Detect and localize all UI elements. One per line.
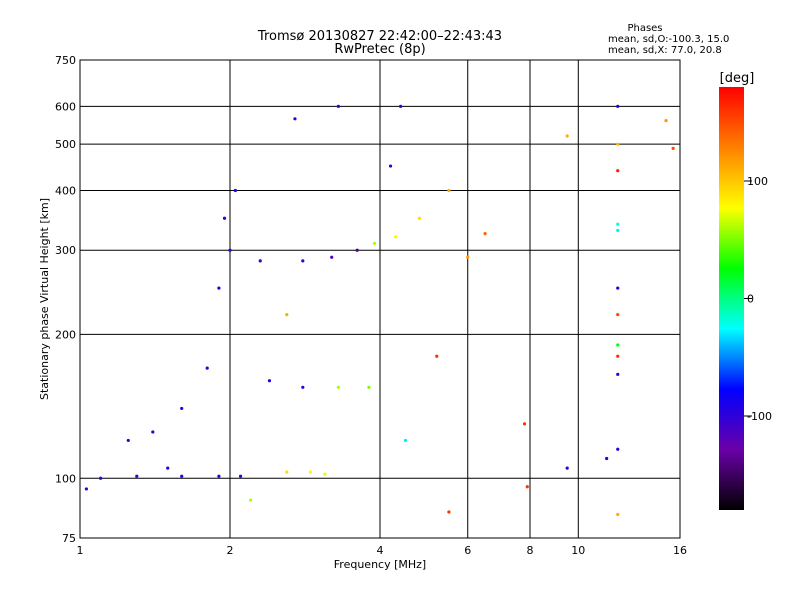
data-point (616, 447, 620, 451)
data-point (522, 422, 527, 426)
data-point (151, 430, 155, 434)
colorbar-ticks: 100 0 -100 (744, 175, 772, 423)
data-point (447, 188, 451, 193)
data-point (525, 485, 529, 489)
chart-subtitle: RwPretec (8p) (334, 42, 425, 57)
colorbar (719, 87, 744, 510)
data-point (301, 259, 305, 263)
x-tick-label: 8 (527, 544, 534, 557)
data-point (417, 216, 422, 220)
data-point (355, 248, 359, 252)
y-tick-label: 200 (55, 328, 76, 341)
chart-title: Tromsø 20130827 22:42:00–22:43:43 (257, 29, 502, 44)
data-point (616, 354, 620, 358)
data-point (336, 104, 340, 108)
data-point (447, 510, 451, 514)
data-point (616, 512, 620, 517)
data-point (180, 474, 184, 478)
data-point (403, 438, 408, 443)
data-point (217, 474, 221, 478)
colorbar-unit: [deg] (720, 71, 755, 86)
data-point (399, 104, 403, 108)
x-tick-label: 2 (227, 544, 234, 557)
data-point (336, 385, 340, 389)
x-tick-label: 1 (77, 544, 84, 557)
data-point (285, 313, 289, 317)
data-point (228, 248, 232, 252)
y-tick-label: 500 (55, 138, 76, 151)
data-point (671, 146, 675, 150)
x-tick-label: 4 (377, 544, 384, 557)
grid (80, 60, 680, 538)
colorbar-tick-label: 0 (747, 293, 754, 306)
phases-x-line: mean, sd,X: 77.0, 20.8 (608, 45, 722, 56)
data-point (616, 228, 620, 233)
x-tick-label: 6 (464, 544, 471, 557)
data-point (126, 438, 130, 443)
data-point (616, 313, 620, 317)
data-point (388, 164, 393, 168)
data-point (616, 222, 620, 226)
y-tick-label: 75 (62, 532, 76, 545)
data-point (394, 235, 398, 239)
colorbar-tick-label: 100 (747, 175, 768, 188)
y-tick-label: 750 (55, 54, 76, 67)
data-point (483, 231, 487, 236)
data-point (301, 385, 305, 389)
data-point (616, 104, 620, 108)
data-point (258, 259, 262, 263)
y-axis-label: Stationary phase Virtual Height [km] (38, 198, 51, 400)
data-point (565, 134, 569, 138)
y-tick-label: 300 (55, 244, 76, 257)
x-axis-label: Frequency [MHz] (334, 558, 426, 571)
data-point (605, 456, 609, 461)
data-point (222, 216, 227, 220)
data-point (466, 255, 470, 259)
data-points (84, 104, 675, 517)
data-point (616, 169, 620, 173)
data-point (616, 142, 620, 146)
data-point (180, 406, 184, 411)
data-point (84, 487, 88, 491)
plot-frame (79, 59, 681, 539)
data-point (616, 372, 620, 376)
data-point (372, 241, 377, 246)
y-tick-label: 100 (55, 472, 76, 485)
y-tick-label: 400 (55, 184, 76, 197)
data-point (238, 474, 243, 478)
data-point (323, 472, 327, 476)
phases-heading: Phases (627, 23, 662, 34)
x-tick-label: 16 (673, 544, 687, 557)
y-tick-label: 600 (55, 100, 76, 113)
data-point (664, 119, 668, 123)
data-point (616, 286, 620, 290)
data-point (293, 117, 297, 121)
data-point (217, 286, 221, 290)
phases-o-line: mean, sd,O:-100.3, 15.0 (608, 34, 729, 45)
data-point (233, 188, 237, 193)
data-point (367, 385, 371, 389)
data-point (135, 474, 139, 478)
colorbar-tick-label: -100 (747, 410, 772, 423)
data-point (249, 498, 253, 502)
data-point (308, 470, 313, 474)
data-point (435, 354, 439, 358)
tick-labels: 1 2 4 6 8 10 16 75 100 200 300 400 500 600 750 (55, 54, 687, 557)
data-point (267, 379, 272, 383)
data-point (330, 255, 334, 259)
x-tick-label: 10 (571, 544, 585, 557)
data-point (565, 466, 569, 470)
data-point (99, 476, 103, 480)
data-point (616, 343, 620, 347)
data-point (166, 466, 170, 470)
data-point (205, 366, 209, 370)
data-point (285, 470, 289, 474)
